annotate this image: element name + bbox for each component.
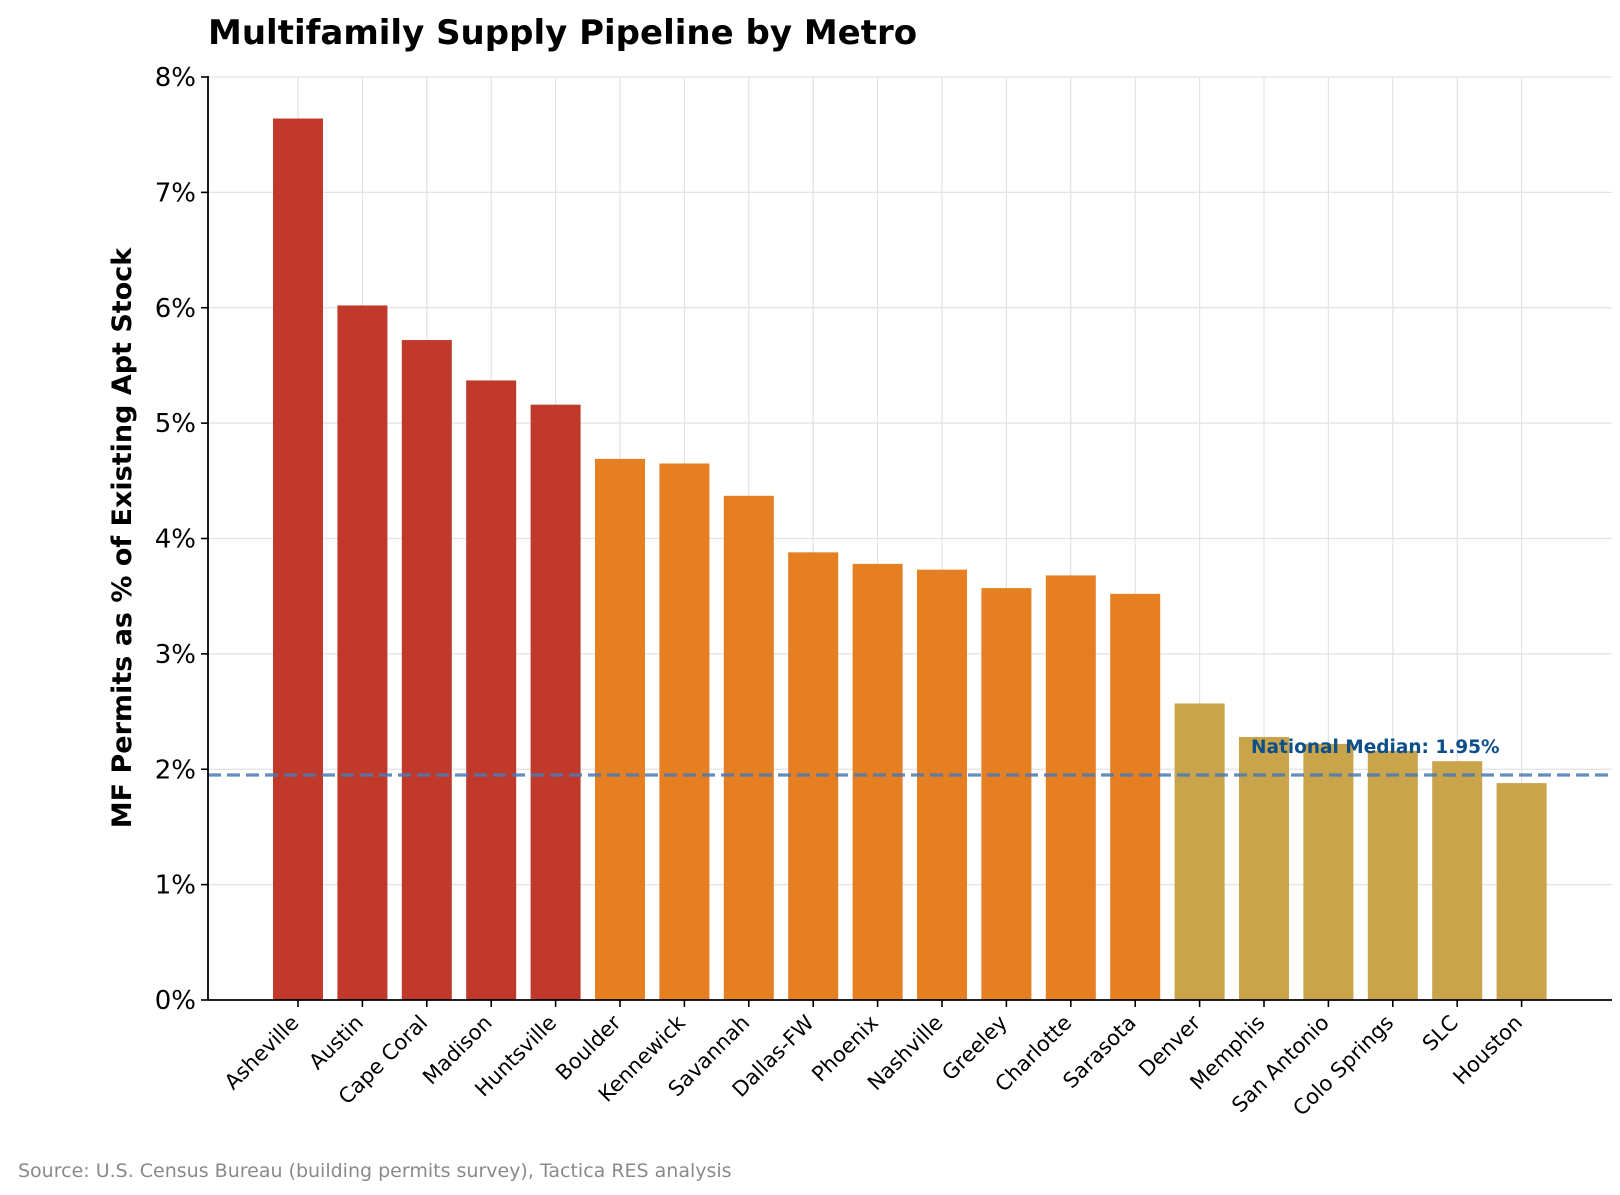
y-tick-label: 8% xyxy=(155,63,196,93)
y-tick-label: 3% xyxy=(155,640,196,670)
bar xyxy=(466,380,517,1000)
bar xyxy=(788,552,839,1000)
y-tick-label: 0% xyxy=(155,986,196,1016)
y-tick-label: 1% xyxy=(155,871,196,901)
bar xyxy=(530,404,581,1000)
y-tick-label: 5% xyxy=(155,409,196,439)
bar xyxy=(1239,736,1289,1000)
x-tick-label: Houston xyxy=(1448,1011,1527,1090)
bars xyxy=(273,118,1547,1001)
bar xyxy=(1110,593,1161,1000)
x-tick-label: Austin xyxy=(304,1011,368,1075)
x-tick-label: Asheville xyxy=(220,1011,304,1095)
bar xyxy=(981,588,1032,1000)
y-tick-label: 4% xyxy=(155,525,196,555)
bar xyxy=(1496,783,1547,1000)
bar xyxy=(1303,743,1354,1000)
bar xyxy=(1045,575,1096,1000)
bar xyxy=(595,458,645,1000)
y-ticks: 0% 1% 2% 3% 4% 5% 6% 7% 8% xyxy=(155,63,208,1016)
chart-title: Multifamily Supply Pipeline by Metro xyxy=(208,13,917,53)
bar xyxy=(659,463,710,1001)
bar xyxy=(723,495,774,1000)
bar xyxy=(1367,750,1418,1000)
bar xyxy=(401,340,452,1000)
y-tick-label: 2% xyxy=(155,755,196,785)
bar xyxy=(917,569,967,1000)
reference-line-group: National Median: 1.95% xyxy=(208,737,1612,777)
bar xyxy=(1174,703,1225,1000)
bar xyxy=(1432,761,1483,1000)
y-tick-label: 6% xyxy=(155,294,196,324)
y-axis-label: MF Permits as % of Existing Apt Stock xyxy=(107,247,138,828)
source-note: Source: U.S. Census Bureau (building per… xyxy=(18,1160,732,1182)
x-tick-label: SLC xyxy=(1418,1011,1463,1056)
bar xyxy=(273,118,323,1000)
national-median-label: National Median: 1.95% xyxy=(1251,737,1500,758)
bar xyxy=(852,563,903,1000)
bar xyxy=(337,305,388,1000)
y-tick-label: 7% xyxy=(155,178,196,208)
